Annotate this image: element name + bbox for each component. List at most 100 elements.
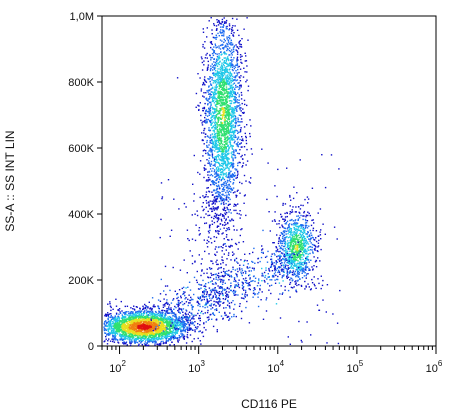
event-dot bbox=[243, 99, 246, 102]
event-dot bbox=[245, 136, 247, 139]
event-dot bbox=[119, 335, 122, 337]
event-dot bbox=[164, 321, 167, 324]
event-dot bbox=[231, 189, 233, 191]
event-dot bbox=[317, 242, 320, 244]
event-dot bbox=[225, 44, 227, 47]
event-dot bbox=[177, 322, 180, 324]
event-dot bbox=[227, 94, 229, 96]
event-dot bbox=[231, 163, 233, 165]
event-dot bbox=[156, 343, 159, 346]
event-dot bbox=[233, 95, 235, 98]
event-dot bbox=[217, 92, 219, 95]
event-dot bbox=[214, 64, 216, 66]
event-dot bbox=[224, 40, 226, 42]
event-dot bbox=[223, 217, 225, 219]
event-dot bbox=[220, 103, 222, 105]
event-dot bbox=[214, 124, 216, 126]
event-dot bbox=[143, 317, 146, 320]
event-dot bbox=[121, 336, 123, 338]
event-dot bbox=[137, 323, 139, 325]
event-dot bbox=[286, 228, 289, 230]
event-dot bbox=[231, 95, 233, 98]
event-dot bbox=[233, 133, 235, 135]
event-dot bbox=[224, 68, 227, 71]
event-dot bbox=[223, 92, 226, 94]
event-dot bbox=[117, 327, 119, 330]
event-dot bbox=[118, 326, 120, 328]
event-dot bbox=[121, 325, 124, 327]
event-dot bbox=[150, 309, 153, 311]
event-dot bbox=[226, 107, 228, 109]
event-dot bbox=[219, 176, 221, 178]
event-dot bbox=[217, 206, 219, 208]
event-dot bbox=[218, 132, 220, 134]
event-dot bbox=[157, 314, 159, 317]
event-dot bbox=[185, 313, 187, 316]
event-dot bbox=[132, 325, 135, 327]
event-dot bbox=[218, 58, 220, 60]
event-dot bbox=[215, 148, 217, 150]
event-dot bbox=[134, 323, 137, 325]
event-dot bbox=[142, 313, 145, 315]
event-dot bbox=[217, 161, 220, 164]
event-dot bbox=[203, 47, 206, 49]
event-dot bbox=[236, 58, 238, 60]
event-dot bbox=[168, 322, 170, 324]
event-dot bbox=[225, 175, 227, 178]
event-dot bbox=[157, 339, 159, 341]
event-dot bbox=[140, 320, 142, 323]
event-dot bbox=[210, 101, 212, 104]
event-dot bbox=[156, 317, 158, 319]
event-dot bbox=[147, 315, 150, 317]
event-dot bbox=[216, 135, 219, 138]
event-dot bbox=[140, 332, 142, 335]
event-dot bbox=[127, 323, 129, 325]
event-dot bbox=[214, 145, 217, 147]
event-dot bbox=[104, 332, 107, 334]
event-dot bbox=[110, 314, 112, 317]
event-dot bbox=[237, 132, 239, 134]
event-dot bbox=[210, 148, 213, 151]
event-dot bbox=[129, 314, 131, 316]
event-dot bbox=[162, 325, 164, 328]
event-dot bbox=[142, 321, 144, 323]
event-dot bbox=[165, 337, 168, 340]
event-dot bbox=[233, 229, 235, 231]
event-dot bbox=[113, 324, 116, 326]
event-dot bbox=[123, 341, 125, 343]
event-dot bbox=[149, 323, 152, 326]
event-dot bbox=[132, 311, 134, 313]
event-dot bbox=[223, 183, 225, 186]
event-dot bbox=[218, 56, 220, 58]
event-dot bbox=[228, 203, 230, 206]
event-dot bbox=[113, 328, 115, 331]
event-dot bbox=[209, 149, 211, 151]
event-dot bbox=[209, 120, 212, 122]
event-dot bbox=[226, 106, 228, 108]
event-dot bbox=[221, 21, 223, 23]
event-dot bbox=[223, 35, 225, 37]
event-dot bbox=[165, 318, 167, 320]
event-dot bbox=[131, 341, 133, 343]
event-dot bbox=[227, 137, 229, 139]
event-dot bbox=[222, 23, 225, 26]
event-dot bbox=[140, 315, 142, 318]
event-dot bbox=[219, 154, 221, 157]
event-dot bbox=[211, 191, 213, 193]
event-dot bbox=[132, 330, 135, 332]
event-dot bbox=[215, 195, 217, 198]
event-dot bbox=[132, 312, 134, 314]
event-dot bbox=[113, 326, 116, 329]
event-dot bbox=[225, 19, 228, 22]
event-dot bbox=[151, 316, 154, 319]
event-dot bbox=[168, 328, 170, 331]
event-dot bbox=[234, 191, 236, 193]
event-dot bbox=[137, 312, 139, 314]
event-dot bbox=[151, 340, 153, 343]
event-dot bbox=[154, 337, 156, 339]
event-dot bbox=[174, 325, 176, 327]
event-dot bbox=[213, 96, 215, 98]
event-dot bbox=[298, 261, 301, 263]
event-dot bbox=[229, 87, 232, 90]
event-dot bbox=[138, 332, 141, 334]
